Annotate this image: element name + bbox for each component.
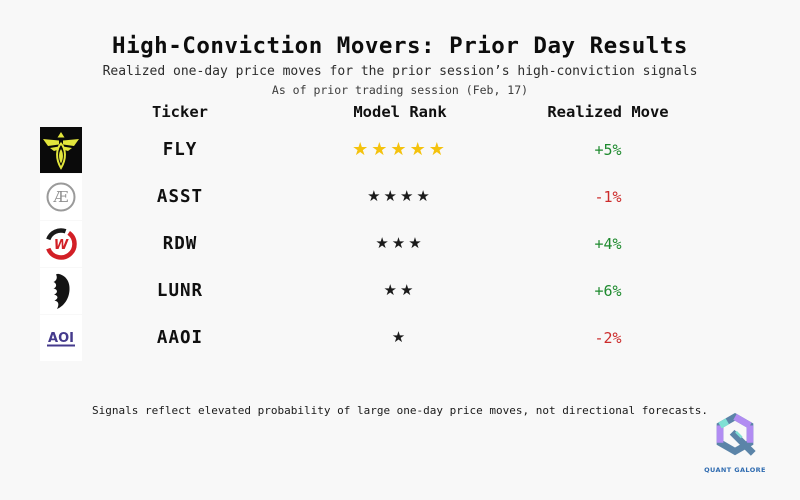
table-row: Æ ASST ★★★★ -1% — [0, 173, 672, 220]
ticker-cell: LUNR — [156, 280, 204, 301]
as-of-date: As of prior trading session (Feb, 17) — [271, 83, 529, 97]
ticker-cell: ASST — [156, 186, 204, 207]
ticker-cell: RDW — [162, 233, 198, 254]
svg-text:AOI: AOI — [48, 331, 74, 346]
table-row: LUNR ★★ +6% — [0, 267, 672, 314]
star-rating: ★★★★★ — [352, 138, 448, 160]
svg-text:Æ: Æ — [52, 188, 68, 206]
results-table: Ticker Model Rank Realized Move — [0, 98, 672, 361]
quant-galore-icon — [716, 412, 756, 456]
applied-optoelectronics-logo-icon: AOI — [40, 314, 82, 361]
asset-entities-logo-icon: Æ — [40, 173, 82, 220]
star-rating: ★ — [391, 328, 409, 346]
star-rating: ★★★ — [375, 234, 425, 252]
col-header-ticker: Ticker — [152, 103, 208, 121]
footnote: Signals reflect elevated probability of … — [92, 404, 708, 417]
realized-move-cell: -2% — [594, 328, 622, 347]
page-title: High-Conviction Movers: Prior Day Result… — [112, 33, 688, 59]
ticker-cell: FLY — [162, 139, 198, 160]
star-rating: ★★ — [383, 281, 417, 299]
table-row: AOI AAOI ★ -2% — [0, 314, 672, 361]
realized-move-cell: +4% — [594, 234, 622, 253]
brand-name: QUANT GALORE — [704, 466, 766, 474]
brand-logo: QUANT GALORE — [696, 412, 774, 474]
realized-move-cell: +6% — [594, 281, 622, 300]
table-row: FLY ★★★★★ +5% — [0, 126, 672, 173]
col-header-realized-move: Realized Move — [547, 103, 669, 121]
firefly-aerospace-logo-icon — [40, 126, 82, 173]
col-header-model-rank: Model Rank — [353, 103, 447, 121]
intuitive-machines-logo-icon — [40, 267, 82, 314]
star-rating: ★★★★ — [367, 187, 433, 205]
realized-move-cell: -1% — [594, 187, 622, 206]
table-header-row: Ticker Model Rank Realized Move — [0, 98, 672, 126]
ticker-cell: AAOI — [156, 327, 204, 348]
redwire-logo-icon: W — [40, 220, 82, 267]
realized-move-cell: +5% — [594, 140, 622, 159]
table-row: W RDW ★★★ +4% — [0, 220, 672, 267]
svg-text:W: W — [54, 238, 69, 253]
subtitle: Realized one-day price moves for the pri… — [102, 64, 698, 79]
